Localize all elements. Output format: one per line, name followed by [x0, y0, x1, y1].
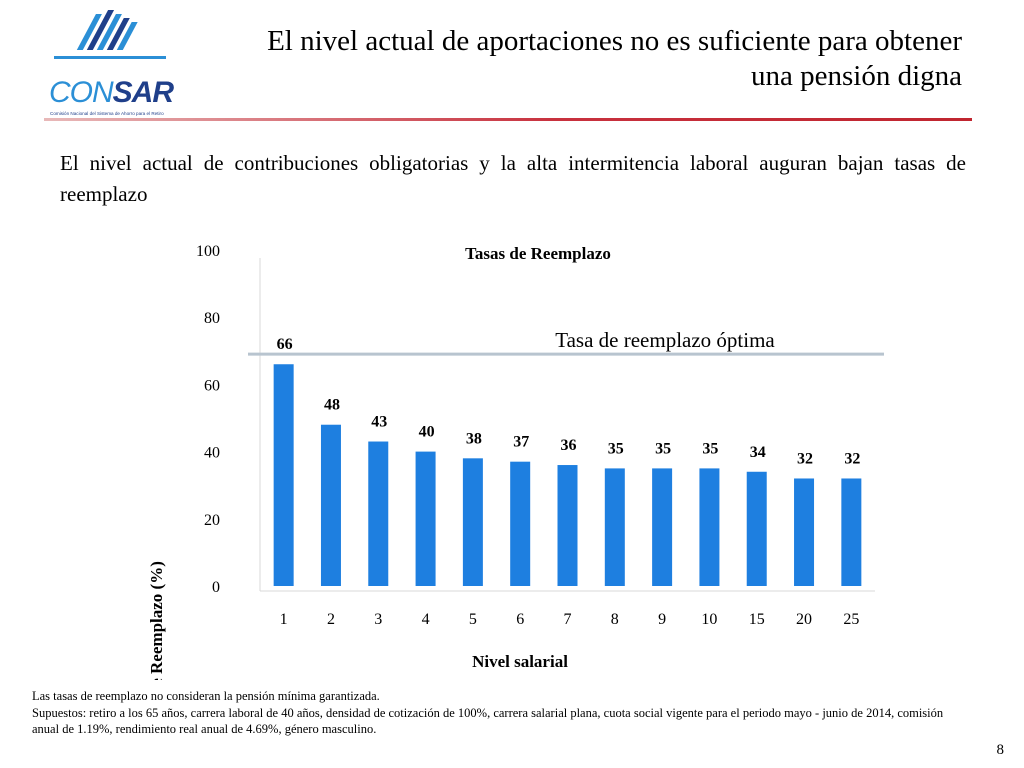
x-tick-label: 4	[422, 611, 430, 628]
x-tick-label: 15	[749, 611, 765, 628]
page-number: 8	[996, 742, 1005, 758]
slide-title-line-2: una pensión digna	[750, 60, 962, 92]
x-tick-label: 6	[516, 611, 524, 628]
bar	[652, 468, 673, 586]
bar-value-label: 48	[324, 397, 340, 414]
y-tick-label: 60	[204, 377, 220, 394]
bar-value-label: 35	[702, 440, 718, 457]
bar-value-label: 43	[371, 414, 387, 431]
bar	[557, 465, 578, 586]
bar	[841, 478, 862, 586]
bar	[699, 468, 720, 586]
replacement-rate-chart: Tasas de Reemplazo 0 20 40 60 80 100 Tasa de …	[147, 243, 884, 680]
bar	[604, 468, 625, 586]
y-tick-label: 0	[212, 579, 220, 596]
y-tick-label: 80	[204, 310, 220, 327]
x-axis-ticks: 1 2 3 4 5 6 7 8 9 10 15 20 25	[280, 611, 860, 628]
y-axis-ticks: 0 20 40 60 80 100	[196, 243, 220, 596]
bar-value-label: 40	[419, 424, 435, 441]
bar-series	[273, 364, 862, 586]
x-tick-label: 10	[701, 611, 717, 628]
x-tick-label: 5	[469, 611, 477, 628]
y-tick-label: 100	[196, 243, 220, 260]
consar-wordmark: CONSAR	[49, 76, 174, 109]
x-tick-label: 3	[374, 611, 382, 628]
bar-value-label: 36	[561, 437, 577, 454]
bar-value-label: 34	[750, 444, 766, 461]
footnote-assumptions: Supuestos: retiro a los 65 años, carrera…	[32, 705, 944, 737]
y-tick-label: 20	[204, 512, 220, 529]
y-axis-label: Tasa de Reemplazo (%)	[147, 561, 166, 680]
bar	[794, 478, 815, 586]
x-axis-label: Nivel salarial	[472, 652, 568, 671]
bar-value-label: 32	[797, 450, 813, 467]
bar	[320, 424, 341, 586]
bar-value-label: 66	[277, 336, 293, 353]
bar-value-label: 32	[844, 450, 860, 467]
bar	[368, 441, 389, 586]
footnotes: Las tasas de reemplazo no consideran la …	[32, 688, 962, 738]
x-tick-label: 20	[796, 611, 812, 628]
bar	[510, 461, 531, 586]
bar-value-label: 35	[608, 440, 624, 457]
intro-paragraph: El nivel actual de contribuciones obliga…	[60, 151, 966, 206]
bar-value-label: 35	[655, 440, 671, 457]
consar-tagline: Comisión Nacional del Sistema de Ahorro …	[50, 111, 164, 116]
slide-title-line-1: El nivel actual de aportaciones no es su…	[267, 25, 962, 57]
footnote-disclaimer: Las tasas de reemplazo no consideran la …	[32, 689, 380, 703]
data-labels: 66 48 43 40 38 37 36 35 35 35 34 32 32	[277, 336, 861, 467]
chart-title: Tasas de Reemplazo	[465, 244, 611, 263]
x-tick-label: 1	[280, 611, 288, 628]
x-tick-label: 7	[564, 611, 572, 628]
x-tick-label: 2	[327, 611, 335, 628]
bar	[415, 451, 436, 586]
x-tick-label: 8	[611, 611, 619, 628]
slide-title: El nivel actual de aportaciones no es su…	[202, 24, 962, 94]
x-tick-label: 25	[843, 611, 859, 628]
x-tick-label: 9	[658, 611, 666, 628]
bar-value-label: 37	[513, 434, 529, 451]
bar	[462, 458, 483, 586]
bar	[746, 471, 767, 586]
title-divider	[44, 118, 972, 121]
bar	[273, 364, 294, 586]
optimal-rate-label: Tasa de reemplazo óptima	[555, 328, 775, 352]
consar-logo: CONSAR Comisión Nacional del Sistema de …	[44, 8, 176, 116]
y-tick-label: 40	[204, 445, 220, 462]
bar-value-label: 38	[466, 430, 482, 447]
consar-emblem-icon	[54, 10, 166, 59]
